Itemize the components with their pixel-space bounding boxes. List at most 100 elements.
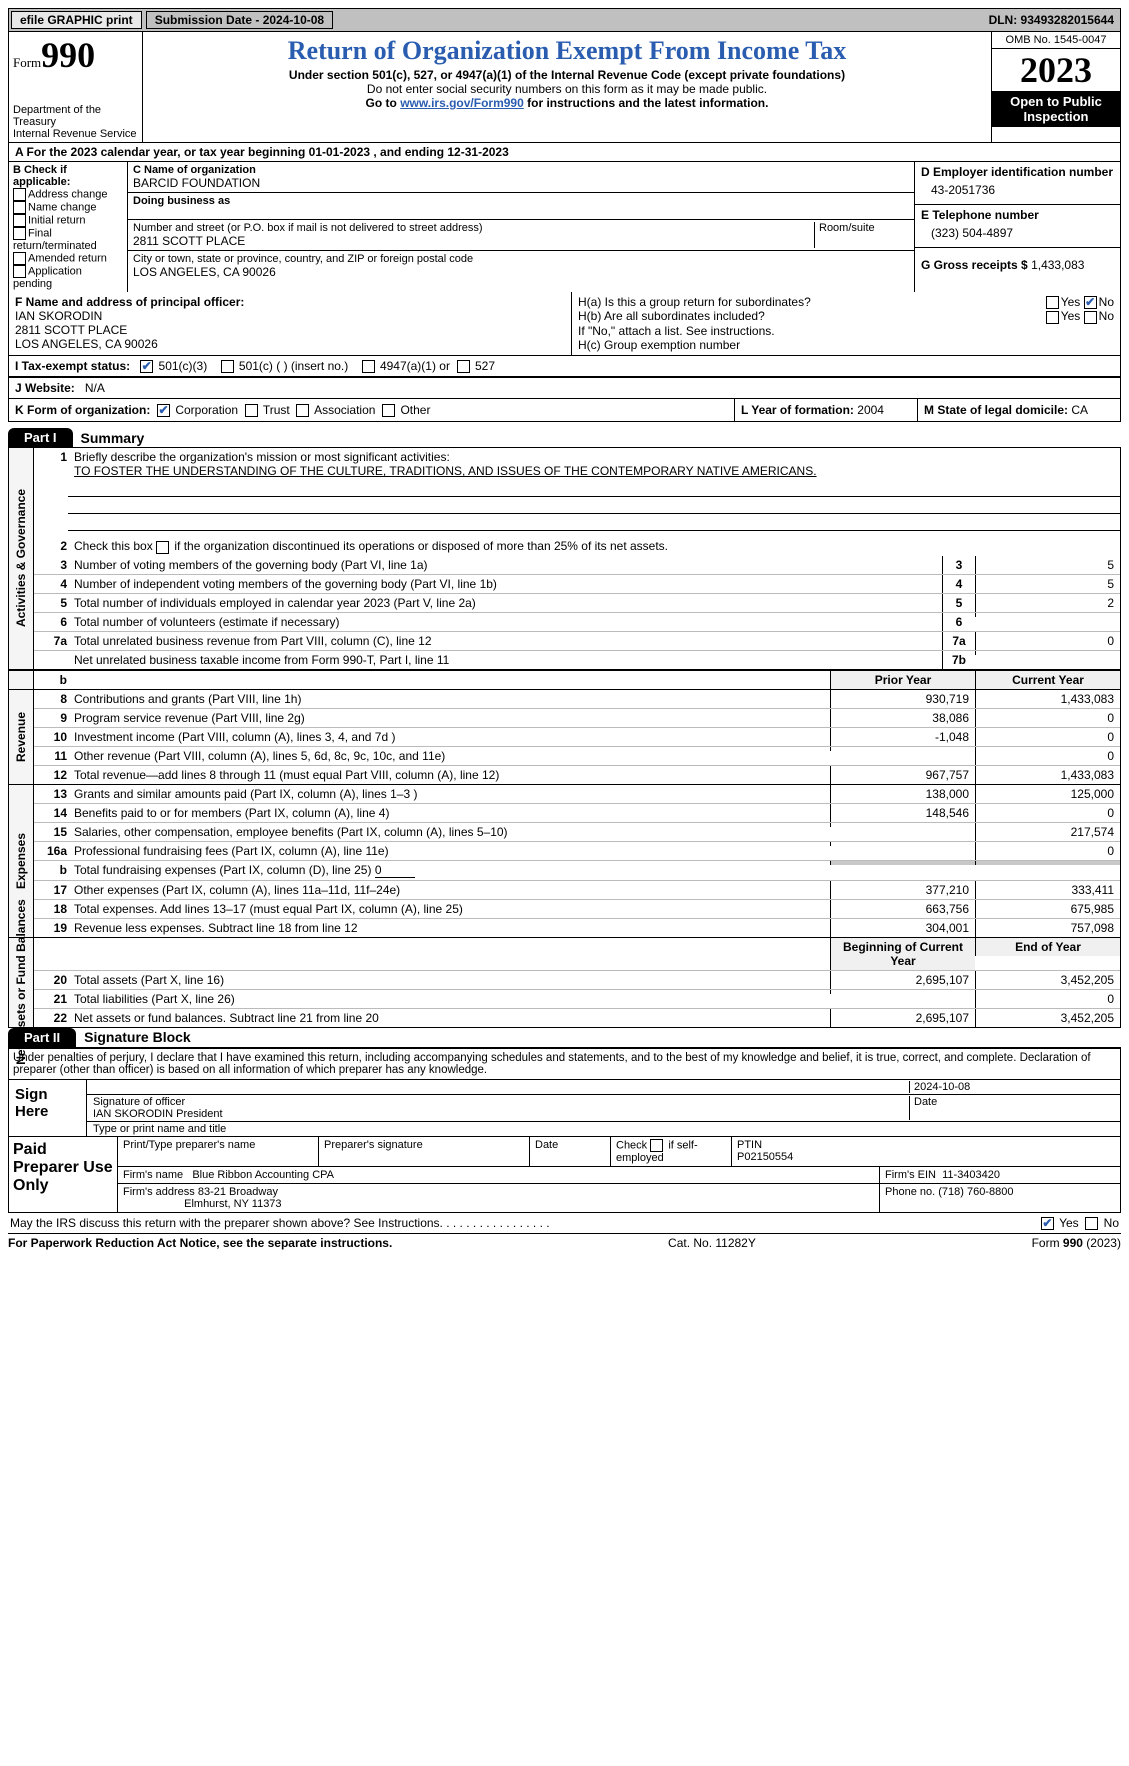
discuss-yes[interactable]	[1041, 1217, 1054, 1230]
line3: Number of voting members of the governin…	[72, 556, 942, 574]
row-a-tax-year: A For the 2023 calendar year, or tax yea…	[8, 143, 1121, 162]
room-suite-label: Room/suite	[814, 222, 909, 248]
line7a: Total unrelated business revenue from Pa…	[72, 632, 942, 650]
officer-name: IAN SKORODIN	[15, 309, 102, 323]
c9: 0	[975, 709, 1120, 727]
cb-application-pending[interactable]: Application pending	[13, 265, 123, 290]
open-public: Open to Public Inspection	[992, 91, 1120, 127]
perjury-text: Under penalties of perjury, I declare th…	[9, 1049, 1120, 1080]
prep-name-hdr: Print/Type preparer's name	[118, 1137, 319, 1166]
p16b	[830, 861, 975, 865]
line1-label: Briefly describe the organization's miss…	[74, 450, 450, 464]
b22: 2,695,107	[830, 1009, 975, 1027]
cb-other[interactable]	[382, 404, 395, 417]
line22: Net assets or fund balances. Subtract li…	[72, 1009, 830, 1027]
cb-4947[interactable]	[362, 360, 375, 373]
prep-sig-hdr: Preparer's signature	[319, 1137, 530, 1166]
end-year-hdr: End of Year	[975, 938, 1120, 956]
c17: 333,411	[975, 881, 1120, 899]
cb-527[interactable]	[457, 360, 470, 373]
p12: 967,757	[830, 766, 975, 784]
cb-corporation[interactable]	[157, 404, 170, 417]
city-state-zip: LOS ANGELES, CA 90026	[133, 265, 909, 279]
line5: Total number of individuals employed in …	[72, 594, 942, 612]
date-label: Date	[909, 1096, 1114, 1120]
cb-amended-return[interactable]: Amended return	[13, 252, 123, 265]
cb-name-change[interactable]: Name change	[13, 201, 123, 214]
b21	[830, 990, 975, 994]
ptin-label: PTIN	[737, 1139, 762, 1151]
part1-body: Activities & Governance 1 Briefly descri…	[8, 447, 1121, 1027]
cb-initial-return[interactable]: Initial return	[13, 214, 123, 227]
line20: Total assets (Part X, line 16)	[72, 971, 830, 989]
part2-header: Part II Signature Block	[8, 1028, 1121, 1047]
gross-receipts-label: G Gross receipts $	[921, 258, 1028, 272]
c12: 1,433,083	[975, 766, 1120, 784]
officer-label: F Name and address of principal officer:	[15, 295, 244, 309]
p17: 377,210	[830, 881, 975, 899]
cb-final-return[interactable]: Final return/terminated	[13, 227, 123, 252]
p16a	[830, 842, 975, 846]
sign-here-label: Sign Here	[9, 1080, 87, 1136]
cb-discontinued[interactable]	[156, 541, 169, 554]
cb-501c3[interactable]	[140, 360, 153, 373]
officer-addr1: 2811 SCOTT PLACE	[15, 323, 127, 337]
p14: 148,546	[830, 804, 975, 822]
prep-selfemp: Check if self-employed	[611, 1137, 732, 1166]
firm-ein: 11-3403420	[942, 1169, 1000, 1181]
tax-exempt-label: I Tax-exempt status:	[15, 359, 130, 373]
firm-addr1: 83-21 Broadway	[198, 1186, 278, 1198]
sig-officer-label: Signature of officer	[93, 1096, 185, 1108]
cb-association[interactable]	[296, 404, 309, 417]
hb-no[interactable]	[1084, 311, 1097, 324]
footer-catno: Cat. No. 11282Y	[668, 1236, 756, 1250]
form-number: Form990	[13, 34, 138, 76]
section-i: I Tax-exempt status: 501(c)(3) 501(c) ( …	[8, 356, 1121, 378]
omb-number: OMB No. 1545-0047	[992, 32, 1120, 49]
dept-treasury: Department of the Treasury	[13, 104, 138, 128]
c10: 0	[975, 728, 1120, 746]
irs-link[interactable]: www.irs.gov/Form990	[400, 96, 524, 110]
section-b-label: B Check if applicable:	[13, 164, 123, 188]
hb-yes[interactable]	[1046, 311, 1059, 324]
cb-self-employed[interactable]	[650, 1139, 663, 1152]
ein-label: D Employer identification number	[921, 165, 1114, 179]
footer-right: Form 990 (2023)	[1032, 1236, 1121, 1250]
firm-name: Blue Ribbon Accounting CPA	[192, 1169, 334, 1181]
part1-header: Part I Summary	[8, 428, 1121, 447]
discuss-no[interactable]	[1085, 1217, 1098, 1230]
part1-tab: Part I	[8, 428, 73, 447]
firm-name-label: Firm's name	[123, 1169, 183, 1181]
cb-501c[interactable]	[221, 360, 234, 373]
line17: Other expenses (Part IX, column (A), lin…	[72, 881, 830, 899]
top-toolbar: efile GRAPHIC print Submission Date - 20…	[8, 8, 1121, 32]
vert-governance: Activities & Governance	[9, 448, 34, 668]
officer-addr2: LOS ANGELES, CA 90026	[15, 337, 158, 351]
addr-label: Number and street (or P.O. box if mail i…	[133, 222, 814, 234]
form-title: Return of Organization Exempt From Incom…	[147, 36, 987, 66]
mission-blank-2	[68, 499, 1120, 514]
c16b	[975, 861, 1120, 865]
p15	[830, 823, 975, 827]
col-b-label: b	[34, 671, 72, 689]
prep-date-hdr: Date	[530, 1137, 611, 1166]
cb-trust[interactable]	[245, 404, 258, 417]
dba-label: Doing business as	[133, 195, 909, 207]
begin-year-hdr: Beginning of Current Year	[830, 938, 975, 970]
current-year-hdr: Current Year	[975, 671, 1120, 689]
vert-netassets: Net Assets or Fund Balances	[9, 938, 34, 1027]
discuss-text: May the IRS discuss this return with the…	[10, 1216, 1041, 1230]
signature-block: Under penalties of perjury, I declare th…	[8, 1047, 1121, 1213]
p18: 663,756	[830, 900, 975, 918]
val-5: 2	[975, 594, 1120, 612]
city-label: City or town, state or province, country…	[133, 253, 909, 265]
section-k-l-m: K Form of organization: Corporation Trus…	[8, 399, 1121, 422]
ha-no[interactable]	[1084, 296, 1097, 309]
ha-yes[interactable]	[1046, 296, 1059, 309]
c19: 757,098	[975, 919, 1120, 937]
website-value: N/A	[85, 381, 105, 395]
line9: Program service revenue (Part VIII, line…	[72, 709, 830, 727]
p9: 38,086	[830, 709, 975, 727]
cb-address-change[interactable]: Address change	[13, 188, 123, 201]
p10: -1,048	[830, 728, 975, 746]
